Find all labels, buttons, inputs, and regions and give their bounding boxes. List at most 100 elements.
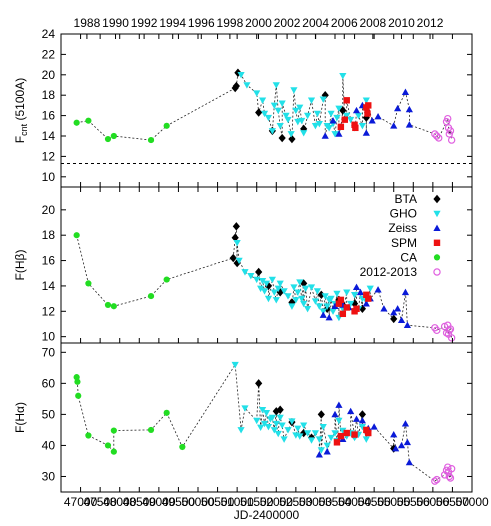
- point-gho: [272, 297, 280, 304]
- point-gho: [298, 117, 306, 125]
- legend-marker-zeiss: [433, 224, 441, 231]
- point-bta: [317, 290, 325, 300]
- point-zeiss: [401, 420, 410, 427]
- point-gho: [300, 300, 308, 308]
- y-tick-label: 60: [42, 376, 56, 390]
- legend-marker-bta: [433, 194, 441, 204]
- point-gho: [280, 436, 288, 443]
- point-gho: [292, 107, 300, 115]
- y-tick-label: 16: [42, 109, 56, 123]
- x-tick-label: 55000: [377, 495, 411, 509]
- point-spm: [335, 300, 343, 307]
- point-spm: [353, 305, 360, 312]
- point-gho: [350, 292, 359, 299]
- series-2012-2013: [431, 321, 456, 342]
- point-gho: [292, 297, 300, 304]
- point-gho: [323, 442, 331, 450]
- y-tick-label: 10: [42, 330, 56, 344]
- point-ca: [163, 276, 170, 283]
- point-gho: [319, 424, 327, 431]
- point-gho: [274, 430, 282, 438]
- top-axis-tick-label: 1996: [188, 16, 215, 30]
- point-gho: [315, 120, 323, 128]
- point-bta: [358, 304, 366, 313]
- point-gho: [270, 102, 278, 109]
- legend-marker-2012-2013: [433, 268, 441, 276]
- point-gho: [327, 110, 335, 118]
- point-gho: [339, 73, 347, 80]
- point-zeiss: [374, 286, 382, 293]
- point-spm: [343, 429, 350, 437]
- x-tick-label: 53000: [299, 495, 333, 509]
- y-tick-label: 70: [42, 345, 56, 359]
- x-tick-label: 51000: [220, 495, 254, 509]
- point-gho: [264, 295, 273, 303]
- point-spm: [363, 291, 370, 299]
- point-zeiss: [394, 305, 402, 312]
- point-gho: [257, 285, 265, 293]
- point-gho: [300, 130, 308, 137]
- point-gho: [304, 112, 312, 120]
- point-ca: [75, 392, 82, 399]
- point-spm: [364, 110, 371, 117]
- x-tick-label: 57000: [455, 495, 489, 509]
- x-tick-label: 54000: [338, 495, 372, 509]
- point-gho: [235, 257, 243, 265]
- top-axis-tick-label: 2002: [274, 16, 301, 30]
- point-gho: [323, 303, 331, 310]
- point-gho: [358, 123, 366, 130]
- point-bta: [339, 106, 347, 115]
- point-gho: [300, 422, 308, 429]
- point-gho: [296, 279, 304, 286]
- point-spm: [365, 429, 372, 437]
- point-zeiss: [403, 321, 412, 329]
- point-gho: [298, 295, 306, 303]
- point-zeiss: [362, 300, 370, 307]
- point-gho: [260, 288, 269, 295]
- point-2012-2013: [447, 465, 456, 473]
- series-SPM: [335, 291, 372, 318]
- point-gho: [264, 424, 273, 431]
- point-gho: [282, 112, 290, 120]
- legend-marker-ca: [433, 254, 441, 261]
- top-axis-tick-label: 2000: [245, 16, 272, 30]
- legend-label: Zeiss: [388, 221, 417, 235]
- point-zeiss: [352, 283, 361, 290]
- point-gho: [260, 420, 269, 428]
- point-gho: [253, 417, 261, 425]
- point-gho: [335, 417, 343, 425]
- y-tick-label: 40: [42, 438, 56, 452]
- point-bta: [255, 108, 263, 117]
- point-zeiss: [315, 451, 323, 458]
- point-gho: [313, 288, 321, 295]
- y-tick-label: 30: [42, 469, 56, 483]
- point-2012-2013: [444, 114, 452, 123]
- x-tick-label: 50500: [201, 495, 235, 509]
- point-gho: [331, 131, 339, 138]
- point-gho: [270, 427, 278, 434]
- point-bta: [229, 253, 237, 263]
- point-zeiss: [397, 316, 406, 323]
- point-bta: [232, 222, 240, 231]
- point-gho: [247, 272, 255, 280]
- x-tick-label: 49500: [162, 495, 196, 509]
- x-tick-label: 54500: [357, 495, 391, 509]
- point-bta: [231, 233, 239, 242]
- top-axis-tick-label: 2010: [388, 16, 415, 30]
- point-2012-2013: [431, 477, 439, 485]
- series-2012-2013: [431, 463, 456, 485]
- point-zeiss: [321, 132, 329, 139]
- point-gho: [274, 285, 282, 293]
- point-2012-2013: [446, 325, 455, 333]
- point-gho: [333, 114, 341, 122]
- point-ca: [85, 280, 92, 287]
- point-gho: [278, 422, 286, 429]
- point-ca: [110, 448, 117, 455]
- point-ca: [110, 427, 117, 434]
- point-2012-2013: [433, 326, 441, 335]
- point-gho: [288, 418, 296, 425]
- series-GHO: [231, 361, 370, 454]
- y-tick-label: 20: [42, 203, 56, 217]
- point-spm: [337, 296, 345, 304]
- point-gho: [290, 284, 298, 291]
